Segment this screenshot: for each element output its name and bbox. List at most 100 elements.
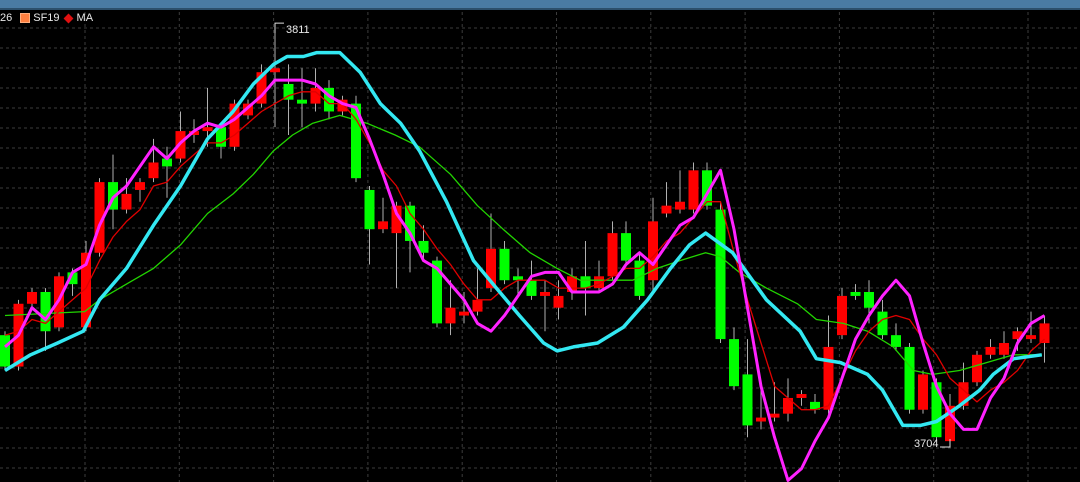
candle — [108, 154, 118, 230]
candle-body — [553, 295, 564, 308]
candle — [918, 370, 928, 414]
candle — [27, 288, 37, 308]
candle — [94, 178, 105, 257]
candle-body — [391, 205, 402, 234]
legend-symbol[interactable]: SF19 — [33, 12, 60, 24]
high-marker-line — [274, 22, 284, 34]
candle-body — [256, 72, 267, 104]
candle — [594, 260, 604, 292]
candle-body — [756, 417, 766, 422]
candle-body — [486, 248, 496, 289]
candle-body — [864, 291, 874, 308]
candle-body — [958, 382, 969, 406]
candle-body — [742, 374, 753, 426]
candle — [837, 288, 847, 340]
candle — [162, 146, 172, 198]
candle — [891, 323, 901, 351]
candle-body — [567, 276, 577, 292]
candle-body — [769, 413, 780, 418]
candle — [256, 64, 267, 108]
candle-body — [918, 374, 928, 410]
candle — [337, 95, 348, 116]
candle-body — [796, 394, 807, 398]
candle-body — [270, 68, 280, 73]
candle-body — [148, 162, 159, 179]
candle-body — [648, 221, 658, 281]
candle-body — [364, 189, 375, 230]
candle — [378, 197, 388, 234]
candle-body — [945, 405, 955, 442]
candle-body — [594, 276, 604, 289]
candle — [945, 394, 955, 446]
candle-body — [202, 127, 213, 132]
candle-body — [823, 346, 834, 410]
candle-body — [135, 182, 145, 190]
candle — [715, 201, 726, 344]
legend-prefix: 26 — [0, 12, 13, 24]
candle — [1026, 311, 1036, 344]
candle — [769, 382, 780, 422]
candle — [1039, 315, 1050, 363]
candle — [324, 80, 334, 120]
candle — [459, 291, 469, 324]
candle — [513, 268, 523, 296]
ma-line — [4, 91, 1045, 411]
candle — [81, 240, 91, 332]
candle-body — [378, 221, 388, 230]
candle-body — [1012, 331, 1023, 340]
candle — [648, 197, 658, 292]
candle-body — [1039, 323, 1050, 344]
candle-body — [418, 240, 429, 253]
candle — [472, 268, 483, 316]
candle — [418, 225, 429, 261]
candle — [796, 390, 807, 406]
candle — [850, 284, 861, 300]
candle-body — [243, 103, 253, 116]
candle — [310, 68, 321, 112]
candle-body — [297, 99, 307, 104]
candle — [297, 68, 307, 128]
candle — [985, 339, 996, 359]
candle-body — [81, 252, 91, 328]
candle-body — [634, 260, 645, 296]
candle-body — [310, 87, 321, 104]
candle-body — [121, 193, 132, 210]
candle-body — [445, 307, 456, 324]
candle-body — [540, 291, 550, 296]
candle-body — [216, 127, 226, 147]
candle — [567, 268, 577, 300]
candle-body — [432, 260, 442, 324]
candle-body — [513, 276, 523, 281]
grid — [0, 12, 1080, 482]
candle-body — [405, 205, 415, 241]
candle-body — [972, 354, 982, 383]
candle — [0, 331, 10, 371]
indicator-diamond-icon — [63, 13, 73, 23]
candle-body — [688, 170, 699, 210]
candle — [445, 280, 456, 336]
candle-body — [337, 99, 348, 112]
candle-body — [837, 295, 847, 336]
candle — [742, 339, 753, 438]
candle — [621, 221, 631, 265]
candle-body — [729, 339, 739, 387]
candle-body — [580, 276, 591, 289]
legend-indicator[interactable]: MA — [76, 12, 94, 24]
candle-body — [526, 280, 537, 296]
candle-body — [324, 87, 334, 112]
candle-body — [40, 291, 51, 332]
ma-line — [4, 78, 1046, 482]
candle — [243, 99, 253, 120]
candle-body — [472, 299, 483, 312]
candle-body — [67, 272, 78, 285]
candle — [810, 394, 820, 414]
ma-line — [4, 114, 1042, 376]
candle — [364, 186, 375, 265]
candle — [607, 221, 618, 281]
candle-body — [27, 291, 37, 304]
candle-body — [621, 233, 631, 261]
candle-body — [661, 205, 672, 214]
candle-body — [607, 233, 618, 277]
candle — [823, 315, 834, 414]
